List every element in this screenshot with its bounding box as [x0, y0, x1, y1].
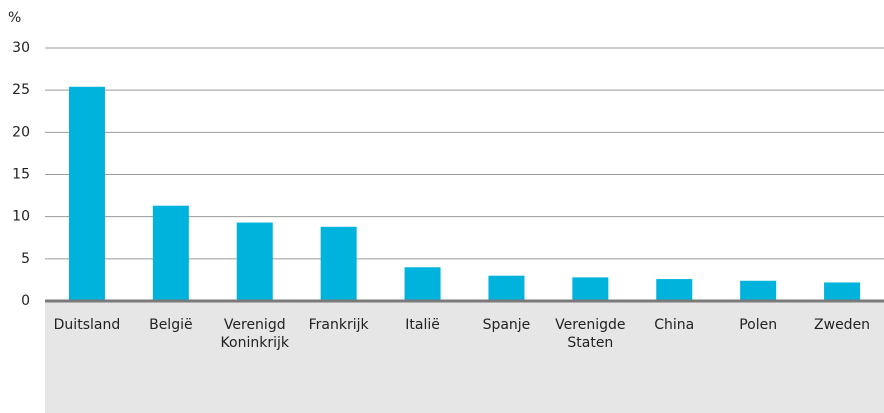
- bar: [404, 267, 441, 301]
- bar: [488, 275, 525, 301]
- x-tick-label: Verenigd Koninkrijk: [220, 317, 289, 351]
- x-tick-label: Frankrijk: [308, 317, 369, 333]
- x-tick-label: Polen: [739, 317, 778, 333]
- x-tick-label: Italië: [405, 317, 440, 333]
- x-tick-label: Verenigde Staten: [555, 317, 626, 351]
- y-tick-label: 20: [12, 124, 30, 140]
- y-axis-label: %: [8, 10, 21, 26]
- bar: [152, 205, 189, 301]
- bar: [740, 280, 777, 301]
- bar: [320, 226, 357, 301]
- bar: [824, 282, 861, 301]
- bar: [68, 86, 105, 301]
- y-tick-label: 15: [12, 167, 30, 183]
- bar: [572, 277, 609, 301]
- x-tick-label: Duitsland: [53, 317, 121, 333]
- y-tick-label: 10: [12, 209, 30, 225]
- y-tick-label: 25: [12, 82, 30, 98]
- y-tick-label: 5: [21, 251, 30, 267]
- x-tick-label: België: [149, 317, 193, 333]
- x-tick-label: China: [654, 317, 695, 333]
- y-tick-label: 0: [21, 293, 30, 309]
- x-tick-label: Zweden: [814, 317, 871, 333]
- bar: [656, 279, 693, 301]
- y-tick-label: 30: [12, 40, 30, 56]
- bar: [236, 222, 273, 301]
- label-band: [45, 301, 884, 413]
- x-tick-label: Spanje: [482, 317, 531, 333]
